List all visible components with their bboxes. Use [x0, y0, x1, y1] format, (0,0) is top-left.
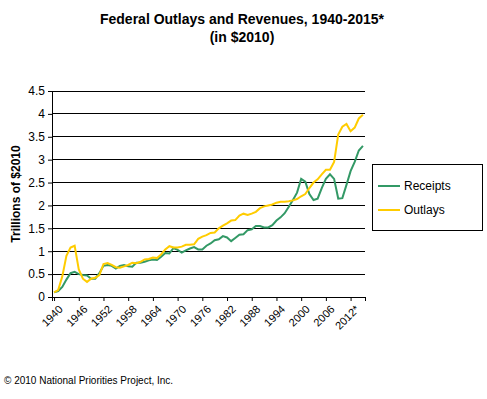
- x-tick: 2000: [286, 297, 312, 329]
- y-tick-mark: [48, 114, 52, 115]
- x-tick: 1976: [187, 297, 213, 329]
- x-tick-mark: [276, 297, 277, 301]
- x-tick-mark: [252, 297, 253, 301]
- y-tick-label: 4: [38, 107, 45, 121]
- series-line: [54, 115, 363, 293]
- y-tick: 3.5: [28, 130, 52, 144]
- x-tick-mark: [128, 297, 129, 301]
- y-tick-label: 1: [38, 245, 45, 259]
- grid-line: [52, 136, 365, 137]
- x-axis-line: [53, 298, 366, 302]
- legend-swatch: [378, 209, 400, 211]
- subtitle: (in $2010): [210, 29, 275, 45]
- x-tick-mark: [351, 297, 352, 301]
- grid-line: [52, 228, 365, 229]
- y-tick-label: 2.5: [28, 176, 45, 190]
- annotation: © 2010 National Priorities Project, Inc.: [4, 375, 173, 386]
- x-tick-label: 1970: [163, 303, 189, 329]
- y-tick: 4: [38, 107, 52, 121]
- x-tick-mark: [79, 297, 80, 301]
- x-tick-label: 1976: [187, 303, 213, 329]
- grid-line: [52, 182, 365, 183]
- legend-box: [372, 164, 482, 230]
- y-tick-mark: [48, 228, 52, 229]
- y-tick: 0: [38, 290, 52, 304]
- x-tick-mark: [103, 297, 104, 301]
- y-tick-mark: [48, 205, 52, 206]
- x-tick: 1982: [212, 297, 238, 329]
- x-tick: 1946: [64, 297, 90, 329]
- x-tick-label: 1940: [39, 303, 65, 329]
- y-tick-label: 3: [38, 153, 45, 167]
- y-tick-label: 0.5: [28, 267, 45, 281]
- y-tick-label: 2: [38, 199, 45, 213]
- y-tick-mark: [48, 160, 52, 161]
- legend-label: Receipts: [404, 179, 451, 193]
- x-tick-mark: [178, 297, 179, 301]
- grid-line: [52, 159, 365, 160]
- x-tick: 1958: [113, 297, 139, 329]
- x-tick-label: 1958: [113, 303, 139, 329]
- x-tick-mark: [202, 297, 203, 301]
- x-tick: 1940: [39, 297, 65, 329]
- x-tick-label: 1982: [212, 303, 238, 329]
- x-tick: 1952: [89, 297, 115, 329]
- legend: Receipts Outlays: [372, 164, 482, 230]
- x-tick-mark: [153, 297, 154, 301]
- plot-area: [54, 115, 363, 293]
- x-tick-label: 1952: [89, 303, 115, 329]
- y-tick-label: 3.5: [28, 130, 45, 144]
- y-tick-label: 0: [38, 290, 45, 304]
- y-tick: 3: [38, 153, 52, 167]
- y-tick-mark: [48, 183, 52, 184]
- y-tick: 1: [38, 245, 52, 259]
- x-tick-mark: [301, 297, 302, 301]
- x-tick: 1994: [262, 297, 288, 329]
- chart: Federal Outlays and Revenues, 1940-2015*…: [0, 0, 487, 399]
- y-axis-line: [48, 92, 53, 298]
- y-tick-mark: [48, 91, 52, 92]
- y-tick: 1.5: [28, 222, 52, 236]
- y-tick: 4.5: [28, 84, 52, 98]
- y-tick: 2: [38, 199, 52, 213]
- y-tick: 0.5: [28, 267, 52, 281]
- grid-line: [52, 251, 365, 252]
- x-tick: 1970: [163, 297, 189, 329]
- x-tick-label: 2012*: [333, 302, 362, 331]
- x-tick-label: 2000: [286, 303, 312, 329]
- title: Federal Outlays and Revenues, 1940-2015*: [100, 11, 385, 27]
- y-axis: 0 0.5 1 1.5 2 2.5 3 3.5 4 4.5: [28, 84, 52, 304]
- y-tick-label: 4.5: [28, 84, 45, 98]
- grid: [52, 91, 365, 297]
- x-tick-label: 1946: [64, 303, 90, 329]
- x-tick-label: 1994: [262, 303, 288, 329]
- grid-line: [52, 91, 365, 92]
- y-tick-mark: [48, 274, 52, 275]
- y-tick-mark: [48, 137, 52, 138]
- x-tick-mark: [54, 297, 55, 301]
- x-tick-label: 1964: [138, 303, 164, 329]
- x-tick: 1988: [237, 297, 263, 329]
- y-tick-mark: [48, 251, 52, 252]
- x-tick: 2012*: [333, 297, 362, 332]
- y-axis-title: Trillions of $2010: [9, 145, 23, 243]
- x-tick-mark: [227, 297, 228, 301]
- grid-line: [52, 113, 365, 114]
- legend-label: Outlays: [404, 203, 445, 217]
- y-tick-mark: [48, 297, 52, 298]
- x-tick-mark: [326, 297, 327, 301]
- y-tick-label: 1.5: [28, 222, 45, 236]
- grid-line: [52, 205, 365, 206]
- y-tick: 2.5: [28, 176, 52, 190]
- x-tick-label: 1988: [237, 303, 263, 329]
- x-tick: 1964: [138, 297, 164, 329]
- legend-swatch: [378, 185, 400, 187]
- x-axis: 1940194619521958196419701976198219881994…: [39, 297, 365, 332]
